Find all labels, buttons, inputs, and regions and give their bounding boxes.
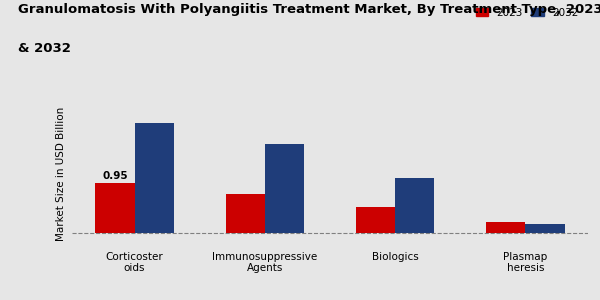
Bar (487, 222, 526, 233)
Bar (356, 207, 395, 233)
Bar (226, 194, 265, 233)
Bar (265, 144, 304, 233)
Bar (526, 224, 565, 233)
Text: & 2032: & 2032 (18, 42, 71, 55)
Y-axis label: Market Size in USD Billion: Market Size in USD Billion (56, 107, 67, 241)
Bar (395, 178, 434, 233)
Text: 0.95: 0.95 (102, 171, 128, 181)
Bar (95, 183, 134, 233)
Legend: 2023, 2032: 2023, 2032 (472, 4, 583, 22)
Bar (134, 123, 173, 233)
Text: Granulomatosis With Polyangiitis Treatment Market, By Treatment Type, 2023: Granulomatosis With Polyangiitis Treatme… (18, 3, 600, 16)
